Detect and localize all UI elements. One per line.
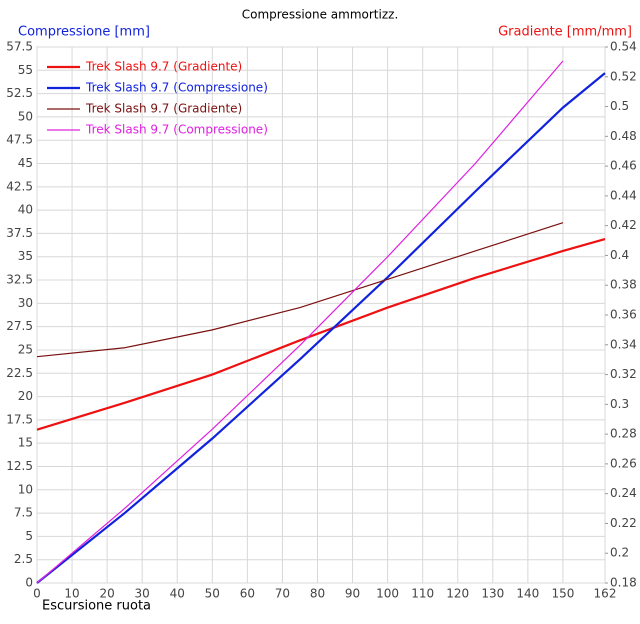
x-tick-label: 30 xyxy=(135,587,150,601)
y2-axis-title: Gradiente [mm/mm] xyxy=(498,25,632,40)
x-tick-label: 40 xyxy=(170,587,185,601)
y-tick-label: 47.5 xyxy=(6,133,33,147)
y-axis-title: Compressione [mm] xyxy=(18,25,150,40)
y-tick-label: 50 xyxy=(18,109,33,123)
y2-tick-label: 0.26 xyxy=(610,456,637,470)
y-tick-label: 55 xyxy=(18,63,33,77)
y-tick-label: 17.5 xyxy=(6,412,33,426)
y-tick-label: 12.5 xyxy=(6,459,33,473)
x-tick-label: 150 xyxy=(551,587,574,601)
x-tick-label: 162 xyxy=(594,587,617,601)
x-tick-label: 120 xyxy=(446,587,469,601)
x-tick-label: 140 xyxy=(516,587,539,601)
y2-tick-label: 0.52 xyxy=(610,69,637,83)
y2-tick-label: 0.36 xyxy=(610,308,637,322)
y2-tick-label: 0.22 xyxy=(610,516,637,530)
y-tick-label: 35 xyxy=(18,249,33,263)
y-tick-label: 5 xyxy=(25,529,33,543)
legend-label: Trek Slash 9.7 (Gradiente) xyxy=(85,60,242,74)
series-line xyxy=(36,222,564,358)
y2-tick-label: 0.2 xyxy=(610,546,629,560)
y2-tick-label: 0.44 xyxy=(610,188,637,202)
y-tick-label: 40 xyxy=(18,203,33,217)
x-tick-label: 90 xyxy=(345,587,360,601)
y2-tick-label: 0.48 xyxy=(610,129,637,143)
y2-tick-label: 0.54 xyxy=(610,40,637,54)
legend-label: Trek Slash 9.7 (Compressione) xyxy=(85,123,268,137)
y2-tick-label: 0.18 xyxy=(610,576,637,590)
y-tick-label: 32.5 xyxy=(6,273,33,287)
x-tick-label: 110 xyxy=(411,587,434,601)
x-tick-label: 70 xyxy=(275,587,290,601)
x-tick-label: 100 xyxy=(376,587,399,601)
y-tick-label: 57.5 xyxy=(6,40,33,54)
x-tick-label: 50 xyxy=(205,587,220,601)
legend-label: Trek Slash 9.7 (Gradiente) xyxy=(85,102,242,116)
y-tick-label: 45 xyxy=(18,156,33,170)
y-tick-label: 42.5 xyxy=(6,179,33,193)
x-axis-title: Escursione ruota xyxy=(42,599,151,614)
x-tick-label: 80 xyxy=(310,587,325,601)
y-tick-label: 30 xyxy=(18,296,33,310)
y2-tick-label: 0.46 xyxy=(610,159,637,173)
series-line xyxy=(36,72,606,584)
y2-tick-label: 0.34 xyxy=(610,337,637,351)
y-tick-label: 25 xyxy=(18,342,33,356)
y2-tick-label: 0.38 xyxy=(610,278,637,292)
series-line xyxy=(36,238,606,431)
x-tick-label: 0 xyxy=(33,587,41,601)
y2-tick-label: 0.24 xyxy=(610,486,637,500)
y-tick-label: 52.5 xyxy=(6,86,33,100)
x-tick-label: 10 xyxy=(64,587,79,601)
y-tick-label: 0 xyxy=(25,576,33,590)
y2-tick-label: 0.28 xyxy=(610,427,637,441)
y-tick-label: 7.5 xyxy=(14,506,33,520)
y-tick-label: 10 xyxy=(18,482,33,496)
y2-tick-label: 0.42 xyxy=(610,218,637,232)
y-tick-label: 20 xyxy=(18,389,33,403)
legend-label: Trek Slash 9.7 (Compressione) xyxy=(85,81,268,95)
y-tick-label: 2.5 xyxy=(14,552,33,566)
x-tick-label: 20 xyxy=(99,587,114,601)
y2-tick-label: 0.3 xyxy=(610,397,629,411)
y2-tick-label: 0.32 xyxy=(610,367,637,381)
chart-title: Compressione ammortizz. xyxy=(242,8,399,22)
series-line xyxy=(36,60,564,584)
plot-area xyxy=(36,46,606,584)
y-tick-label: 22.5 xyxy=(6,366,33,380)
x-tick-label: 60 xyxy=(240,587,255,601)
y-tick-label: 15 xyxy=(18,436,33,450)
x-tick-label: 130 xyxy=(481,587,504,601)
y-tick-label: 37.5 xyxy=(6,226,33,240)
y-tick-label: 27.5 xyxy=(6,319,33,333)
y2-tick-label: 0.4 xyxy=(610,248,629,262)
y2-tick-label: 0.5 xyxy=(610,99,629,113)
